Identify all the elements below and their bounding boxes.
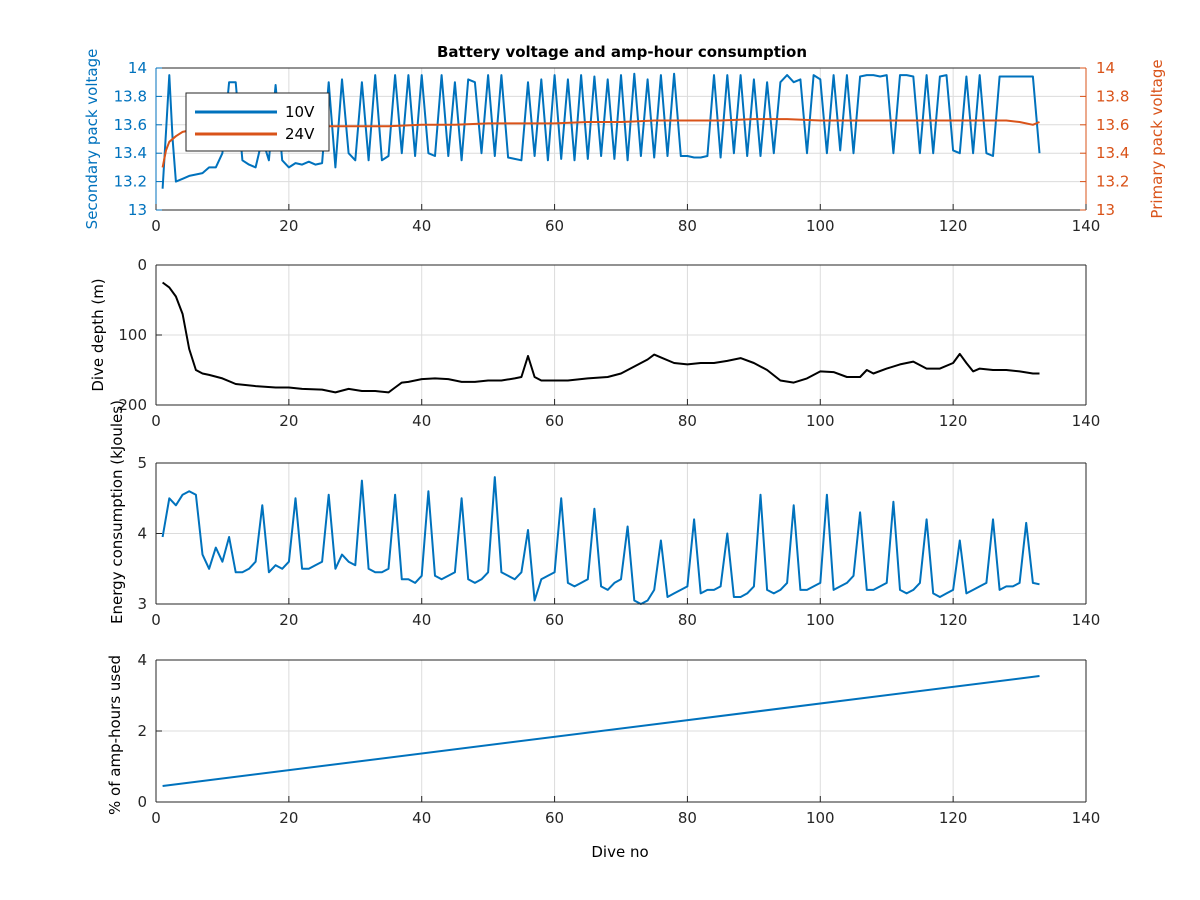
- x-tick-label: 100: [806, 412, 835, 430]
- y-tick-label: 4: [137, 651, 147, 669]
- y-right-tick-label: 13: [1096, 201, 1115, 219]
- x-tick-label: 140: [1072, 809, 1101, 827]
- x-tick-label: 60: [545, 412, 564, 430]
- y-tick-label: 4: [137, 525, 147, 543]
- depth-panel: 0 20 40 60 80 100 120 140 0 100 200: [118, 256, 1100, 430]
- y-tick-label: 2: [137, 722, 147, 740]
- x-tick-label: 40: [412, 412, 431, 430]
- x-tick-label: 100: [806, 217, 835, 235]
- x-tick-label: 80: [678, 217, 697, 235]
- x-tick-label: 80: [678, 412, 697, 430]
- series-line-panel2-0: [161, 476, 1040, 605]
- y-right-tick-label: 13.6: [1096, 116, 1129, 134]
- y-tick-label: 13.4: [114, 144, 147, 162]
- ylabel-energy-consumption: Energy consumption (kJoules): [108, 400, 126, 624]
- x-tick-label: 40: [412, 611, 431, 629]
- y-tick-label: 200: [118, 396, 147, 414]
- x-tick-label: 60: [545, 809, 564, 827]
- y-tick-label: 13.2: [114, 173, 147, 191]
- voltage-panel: 0 20 40 60 80 100 120 1401313.213.413.613.81413…: [114, 59, 1130, 235]
- series-line-panel1-0: [162, 281, 1040, 394]
- series-line-10v: [161, 72, 1041, 189]
- x-tick-label: 120: [939, 217, 968, 235]
- amphours-panel: 0 20 40 60 80 100 120 140 0 2 4: [137, 651, 1100, 827]
- y-tick-label: 0: [137, 256, 147, 274]
- series-line-panel3-0: [162, 675, 1040, 787]
- x-tick-label: 100: [806, 809, 835, 827]
- y-tick-label: 3: [137, 595, 147, 613]
- x-tick-label: 60: [545, 611, 564, 629]
- legend-label-10v: 10V: [285, 103, 315, 121]
- ylabel-dive-depth: Dive depth (m): [89, 278, 107, 391]
- x-tick-label: 20: [279, 412, 298, 430]
- x-tick-label: 80: [678, 809, 697, 827]
- x-tick-label: 60: [545, 217, 564, 235]
- xlabel-dive-no: Dive no: [591, 843, 648, 861]
- x-tick-label: 40: [412, 809, 431, 827]
- x-tick-label: 0: [151, 217, 161, 235]
- x-tick-label: 140: [1072, 412, 1101, 430]
- y-tick-label: 13.8: [114, 87, 147, 105]
- ylabel-amp-hours: % of amp-hours used: [106, 655, 124, 815]
- y-right-tick-label: 14: [1096, 59, 1115, 77]
- x-tick-label: 100: [806, 611, 835, 629]
- y-right-tick-label: 13.2: [1096, 173, 1129, 191]
- y-tick-label: 13.6: [114, 116, 147, 134]
- x-tick-label: 20: [279, 809, 298, 827]
- legend-label-24v: 24V: [285, 125, 315, 143]
- legend: 10V 24V: [185, 92, 330, 152]
- y-tick-label: 0: [137, 793, 147, 811]
- x-tick-label: 120: [939, 809, 968, 827]
- y-right-tick-label: 13.4: [1096, 144, 1129, 162]
- x-tick-label: 120: [939, 611, 968, 629]
- legend-box: [185, 92, 330, 152]
- y-tick-label: 13: [128, 201, 147, 219]
- x-tick-label: 140: [1072, 217, 1101, 235]
- ylabel-secondary-voltage: Secondary pack voltage: [83, 49, 101, 230]
- x-tick-label: 120: [939, 412, 968, 430]
- ylabel-primary-voltage: Primary pack voltage: [1148, 59, 1166, 218]
- energy-panel: 0 20 40 60 80 100 120 140 3 4 5: [137, 454, 1100, 629]
- x-tick-label: 140: [1072, 611, 1101, 629]
- x-tick-label: 40: [412, 217, 431, 235]
- x-tick-label: 20: [279, 611, 298, 629]
- x-tick-label: 80: [678, 611, 697, 629]
- y-tick-label: 14: [128, 59, 147, 77]
- y-tick-label: 100: [118, 326, 147, 344]
- chart-title: Battery voltage and amp-hour consumption: [437, 43, 807, 61]
- x-tick-label: 0: [151, 412, 161, 430]
- x-tick-label: 0: [151, 809, 161, 827]
- y-right-tick-label: 13.8: [1096, 87, 1129, 105]
- x-tick-label: 0: [151, 611, 161, 629]
- y-tick-label: 5: [137, 454, 147, 472]
- x-tick-label: 20: [279, 217, 298, 235]
